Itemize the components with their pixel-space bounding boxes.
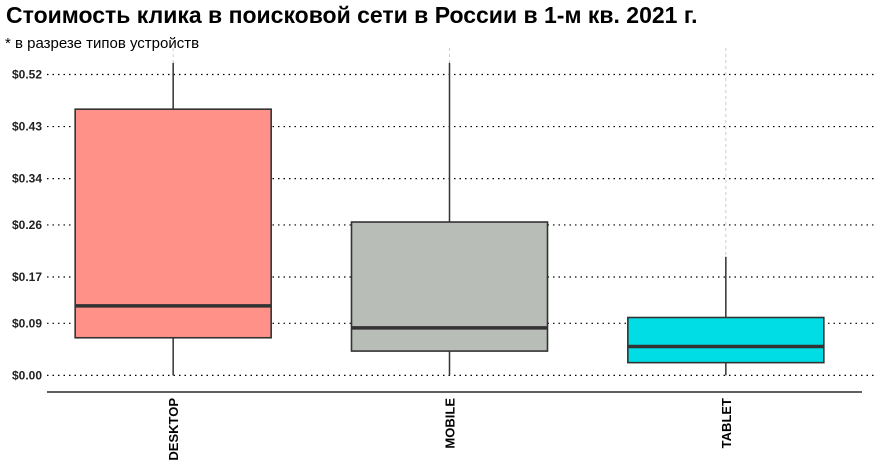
boxes <box>74 48 825 376</box>
x-category-label: MOBILE <box>443 398 458 449</box>
x-axis-categories: DESKTOP MOBILE TABLET <box>166 398 734 461</box>
y-tick-label: $0.52 <box>12 67 42 81</box>
y-tick-label: $0.17 <box>12 270 42 284</box>
chart-subtitle: * в разрезе типов устройств <box>5 35 200 52</box>
y-tick-label: $0.34 <box>12 172 42 186</box>
x-category-label: DESKTOP <box>166 398 181 461</box>
y-tick-label: $0.00 <box>12 368 42 382</box>
box-desktop <box>74 108 272 339</box>
y-axis-ticks: $0.00 $0.09 $0.17 $0.26 $0.34 $0.43 $0.52 <box>12 67 42 382</box>
box-mobile <box>350 221 549 352</box>
y-tick-label: $0.09 <box>12 316 42 330</box>
y-tick-label: $0.26 <box>12 218 42 232</box>
x-category-label: TABLET <box>719 398 734 448</box>
y-tick-label: $0.43 <box>12 120 42 134</box>
box-tablet <box>627 316 825 364</box>
chart-title: Стоимость клика в поисковой сети в Росси… <box>6 2 698 28</box>
